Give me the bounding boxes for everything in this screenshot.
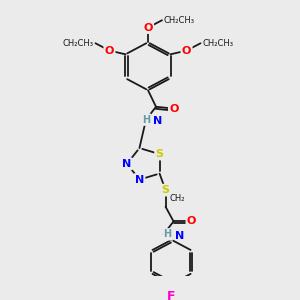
Text: N: N (175, 231, 184, 241)
Text: H: H (142, 115, 150, 124)
Text: S: S (156, 149, 164, 159)
Text: O: O (182, 46, 191, 56)
Text: N: N (153, 116, 162, 127)
Text: O: O (187, 216, 196, 226)
Text: F: F (167, 290, 176, 300)
Text: CH₂CH₃: CH₂CH₃ (202, 39, 233, 48)
Text: N: N (122, 159, 132, 169)
Text: O: O (143, 22, 153, 33)
Text: O: O (169, 103, 179, 114)
Text: O: O (105, 46, 114, 56)
Text: CH₂: CH₂ (169, 194, 185, 203)
Text: CH₂CH₃: CH₂CH₃ (62, 39, 94, 48)
Text: S: S (162, 185, 170, 195)
Text: N: N (135, 175, 144, 184)
Text: H: H (164, 229, 172, 239)
Text: CH₂CH₃: CH₂CH₃ (164, 16, 195, 25)
